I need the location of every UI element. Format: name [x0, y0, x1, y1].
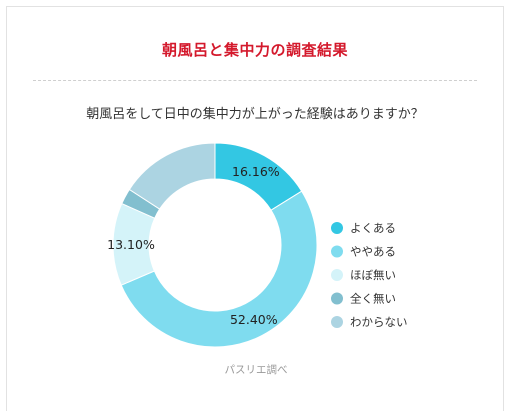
slice-1: [120, 190, 318, 348]
legend-swatch-1: [331, 245, 343, 258]
legend-label-2: ほぼ無い: [350, 268, 396, 282]
legend-label-4: わからない: [350, 315, 408, 329]
legend-swatch-4: [331, 316, 343, 328]
data-labels-group: 16.16% 52.40% 13.10%: [107, 164, 280, 327]
legend-swatch-3: [331, 292, 343, 305]
divider: [33, 80, 477, 81]
data-label-0: 16.16%: [232, 164, 280, 179]
legend-swatch-0: [331, 222, 343, 234]
legend-label-1: ややある: [350, 245, 396, 259]
chart-title: 朝風呂と集中力の調査結果: [161, 41, 348, 59]
survey-question: 朝風呂をして日中の集中力が上がった経験はありますか？: [86, 107, 424, 122]
source-note: パスリエ調べ: [224, 364, 288, 376]
data-label-1: 52.40%: [230, 312, 278, 327]
legend-swatch-2: [331, 269, 343, 281]
data-label-2: 13.10%: [107, 237, 155, 252]
chart-card: 朝風呂と集中力の調査結果 朝風呂をして日中の集中力が上がった経験はありますか？: [6, 6, 504, 411]
slices-group: [112, 142, 318, 348]
legend-label-0: よくある: [350, 221, 396, 235]
legend-label-3: 全く無い: [350, 292, 396, 306]
slice-4: [128, 142, 216, 210]
